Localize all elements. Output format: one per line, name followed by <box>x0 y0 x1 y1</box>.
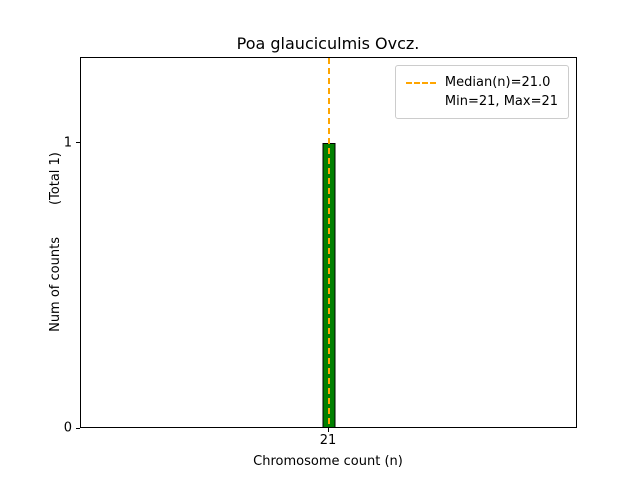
y-tick-mark-1 <box>76 142 80 144</box>
y-axis-label: Num of counts (Total 1) <box>46 57 64 428</box>
median-line-legend-sample <box>405 81 436 84</box>
legend-spacer <box>406 101 436 103</box>
x-tick-label-21: 21 <box>319 433 337 448</box>
legend-entry-median: Median(n)=21.0 <box>444 75 551 90</box>
median-line <box>327 58 330 427</box>
y-tick-label-0: 0 <box>63 420 72 436</box>
x-tick-mark-21 <box>328 428 329 432</box>
legend-entry-minmax: Min=21, Max=21 <box>444 94 558 109</box>
legend-row-minmax: Min=21, Max=21 <box>406 92 558 111</box>
legend-row-median: Median(n)=21.0 <box>405 73 558 92</box>
y-tick-mark-0 <box>76 427 80 429</box>
y-axis-label-main: Num of counts <box>47 237 63 332</box>
plot-area: Median(n)=21.0 Min=21, Max=21 <box>80 57 577 428</box>
legend: Median(n)=21.0 Min=21, Max=21 <box>394 65 569 119</box>
chart-title: Poa glauciculmis Ovcz. <box>236 34 420 53</box>
y-tick-label-1: 1 <box>63 135 72 151</box>
y-axis-label-total: (Total 1) <box>47 152 63 206</box>
x-axis-label: Chromosome count (n) <box>253 454 403 469</box>
